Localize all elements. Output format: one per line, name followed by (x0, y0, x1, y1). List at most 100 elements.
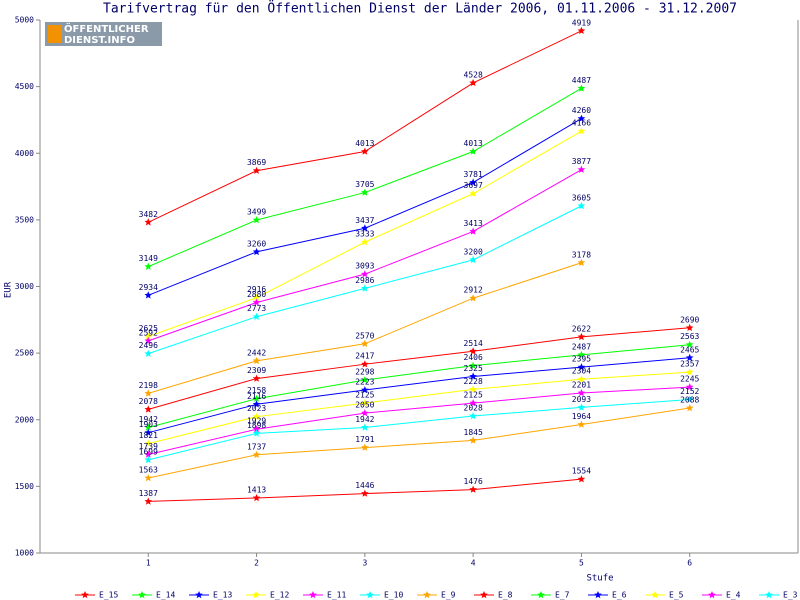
data-label: 3781 (464, 170, 483, 179)
point (469, 227, 477, 235)
x-tick-label: 2 (254, 559, 259, 568)
data-label: 3149 (139, 254, 158, 263)
point (577, 332, 586, 341)
point (577, 201, 586, 210)
series-line (148, 344, 690, 428)
point (469, 412, 477, 420)
point (144, 332, 153, 340)
point (144, 336, 153, 345)
point (252, 293, 261, 301)
point (252, 494, 261, 502)
data-label: 3482 (139, 210, 158, 219)
data-label: 2325 (464, 364, 483, 373)
data-label: 2198 (139, 381, 158, 390)
data-label: 3705 (355, 180, 374, 189)
point (361, 339, 369, 347)
data-label: 2093 (572, 395, 591, 404)
point (469, 189, 477, 197)
point (685, 323, 694, 331)
point (361, 443, 369, 451)
point (252, 374, 261, 382)
data-label: 2125 (355, 391, 374, 400)
data-label: 1387 (139, 489, 158, 498)
data-label: 2916 (247, 285, 266, 294)
data-label: 3437 (355, 216, 374, 225)
data-label: 1903 (139, 420, 158, 429)
data-label: 2773 (247, 304, 266, 313)
series-line (148, 357, 690, 434)
point (685, 383, 694, 391)
data-label: 2116 (247, 392, 266, 401)
data-label: 3413 (464, 219, 483, 228)
point (577, 165, 586, 173)
point (361, 147, 369, 155)
data-label: 1737 (247, 442, 266, 451)
legend-label: E_5 (669, 591, 684, 600)
data-label: 2023 (247, 404, 266, 413)
data-label: 2622 (572, 324, 591, 333)
point (577, 350, 586, 359)
x-axis-label: Stufe (586, 574, 613, 584)
data-label: 2880 (247, 290, 266, 299)
point (252, 412, 261, 420)
point (361, 284, 369, 292)
point (577, 403, 586, 411)
y-tick-label: 5000 (15, 16, 34, 25)
y-tick-label: 3000 (15, 282, 34, 291)
point (252, 450, 261, 458)
point (252, 312, 261, 320)
point (252, 394, 261, 402)
data-label: 2088 (680, 396, 699, 405)
legend-label: E_7 (555, 591, 570, 600)
point (685, 368, 694, 376)
data-label: 4528 (464, 70, 483, 79)
data-label: 2487 (572, 342, 591, 351)
series-line (148, 371, 690, 445)
point (469, 78, 477, 87)
data-label: 3499 (247, 208, 266, 217)
point (252, 166, 261, 174)
data-label: 2496 (139, 341, 158, 350)
legend-marker (366, 591, 374, 599)
point (361, 399, 369, 407)
point (361, 188, 369, 196)
legend-label: E_14 (156, 591, 175, 600)
point (252, 356, 261, 365)
data-label: 2050 (355, 401, 374, 410)
point (577, 114, 586, 122)
data-label: 1791 (355, 435, 374, 444)
y-tick-label: 1500 (15, 482, 34, 491)
data-label: 2986 (355, 276, 374, 285)
legend-label: E_13 (213, 591, 232, 600)
data-label: 2158 (247, 386, 266, 395)
x-tick-label: 3 (362, 559, 367, 568)
point (469, 178, 477, 186)
y-tick-label: 2500 (15, 349, 34, 358)
logo-box (45, 22, 162, 46)
point (577, 375, 586, 383)
legend-marker (651, 591, 659, 599)
data-label: 2442 (247, 348, 266, 357)
point (469, 372, 477, 380)
data-label: 1563 (139, 465, 158, 474)
data-label: 1739 (139, 442, 158, 451)
point (577, 26, 586, 34)
logo-text: ÖFFENTLICHER (64, 21, 149, 35)
point (361, 376, 369, 384)
logo-icon (48, 25, 62, 43)
y-tick-label: 1000 (15, 549, 34, 558)
data-label: 2078 (139, 397, 158, 406)
data-label: 2570 (355, 331, 374, 340)
point (685, 340, 694, 348)
point (144, 423, 153, 431)
point (361, 423, 369, 431)
legend-label: E_3 (783, 591, 798, 600)
legend-marker (537, 591, 545, 599)
legend-label: E_10 (384, 591, 403, 600)
data-label: 2223 (355, 378, 374, 387)
x-tick-label: 4 (471, 559, 476, 568)
data-label: 4260 (572, 106, 591, 115)
point (469, 361, 477, 369)
data-label: 3869 (247, 158, 266, 167)
data-label: 1821 (139, 431, 158, 440)
